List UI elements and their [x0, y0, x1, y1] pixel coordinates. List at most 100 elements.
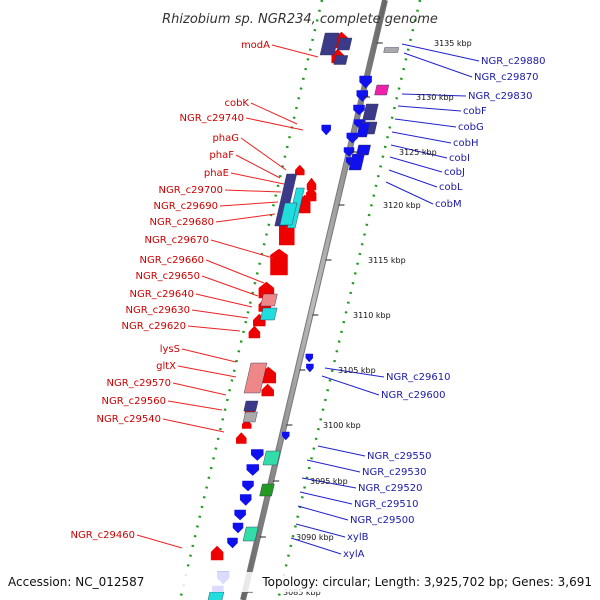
gene-label-right[interactable]: cobH	[453, 138, 478, 149]
gene-label-left[interactable]: modA	[241, 40, 270, 51]
gene-label-right[interactable]: NGR_c29880	[481, 56, 546, 67]
gene-label-left[interactable]: NGR_c29680	[150, 217, 215, 228]
gene-arrow-reverse[interactable]	[282, 431, 290, 441]
label-leader-line	[306, 459, 361, 473]
gene-label-left[interactable]: cobK	[224, 98, 249, 109]
gene-arrow-forward[interactable]	[270, 248, 288, 276]
gene-label-left[interactable]: NGR_c29740	[180, 113, 245, 124]
label-leader-line	[394, 118, 457, 128]
gene-arrow-reverse[interactable]	[346, 132, 359, 144]
label-leader-line	[301, 477, 357, 489]
feature-category-box[interactable]	[243, 400, 259, 412]
gene-label-left[interactable]: NGR_c29690	[154, 201, 219, 212]
gene-arrow-reverse[interactable]	[232, 522, 244, 534]
label-leader-line	[177, 365, 237, 378]
gene-label-right[interactable]: cobF	[463, 106, 487, 117]
gene-arrow-forward[interactable]	[236, 432, 247, 444]
gene-arrow-forward[interactable]	[248, 325, 261, 339]
gene-arrow-reverse[interactable]	[343, 147, 355, 157]
gene-label-left[interactable]: lysS	[160, 344, 180, 355]
gene-arrow-reverse[interactable]	[242, 480, 254, 492]
gene-label-left[interactable]: NGR_c29560	[102, 396, 167, 407]
gene-label-right[interactable]: cobL	[439, 182, 463, 193]
feature-category-box[interactable]	[383, 47, 400, 53]
label-leader-line	[210, 239, 274, 259]
feature-category-box[interactable]	[333, 55, 349, 65]
feature-category-box[interactable]	[207, 591, 225, 600]
label-leader-line	[187, 325, 241, 332]
label-leader-line	[290, 537, 342, 555]
gene-label-right[interactable]: NGR_c29530	[362, 467, 427, 478]
gene-arrow-reverse[interactable]	[321, 124, 331, 136]
feature-category-box[interactable]	[356, 144, 371, 156]
label-leader-line	[195, 293, 253, 308]
gene-label-right[interactable]: cobM	[435, 199, 462, 210]
gene-arrow-forward[interactable]	[210, 545, 224, 561]
gene-label-left[interactable]: gltX	[156, 361, 176, 372]
gene-arrow-reverse[interactable]	[353, 104, 365, 116]
feature-category-box[interactable]	[243, 362, 268, 394]
gene-arrow-reverse[interactable]	[227, 537, 238, 549]
feature-category-box[interactable]	[260, 307, 278, 321]
gene-label-left[interactable]: NGR_c29640	[130, 289, 195, 300]
gene-arrow-forward[interactable]	[295, 164, 305, 176]
feature-category-box[interactable]	[362, 103, 379, 121]
feature-category-box[interactable]	[274, 173, 297, 227]
label-leader-line	[401, 93, 467, 97]
feature-category-box[interactable]	[259, 483, 275, 497]
gene-label-right[interactable]: xylA	[343, 549, 365, 560]
gene-label-left[interactable]: phaF	[209, 150, 234, 161]
gene-label-right[interactable]: NGR_c29510	[354, 499, 419, 510]
gene-arrow-reverse[interactable]	[359, 75, 372, 89]
gene-arrow-forward[interactable]	[261, 383, 274, 397]
feature-category-box[interactable]	[242, 411, 258, 423]
gene-arrow-reverse[interactable]	[305, 353, 314, 363]
gene-label-right[interactable]: NGR_c29600	[381, 390, 446, 401]
gene-arrow-reverse[interactable]	[239, 494, 252, 506]
gene-label-right[interactable]: NGR_c29830	[468, 91, 533, 102]
gene-label-right[interactable]: NGR_c29550	[367, 451, 432, 462]
feature-category-box[interactable]	[356, 122, 371, 138]
gene-label-right[interactable]: cobI	[449, 153, 470, 164]
label-leader-line	[403, 52, 473, 78]
gene-label-left[interactable]: NGR_c29660	[140, 255, 205, 266]
label-leader-line	[240, 137, 287, 171]
feature-category-box[interactable]	[336, 37, 353, 51]
gene-label-left[interactable]: NGR_c29540	[97, 414, 162, 425]
gene-label-left[interactable]: phaE	[204, 168, 229, 179]
feature-category-box[interactable]	[374, 84, 390, 96]
label-leader-line	[219, 201, 279, 207]
gene-label-right[interactable]: NGR_c29610	[386, 372, 451, 383]
feature-category-box[interactable]	[260, 293, 278, 307]
gene-label-left[interactable]: NGR_c29460	[71, 530, 136, 541]
feature-category-box[interactable]	[319, 32, 340, 56]
gene-label-left[interactable]: phaG	[212, 133, 239, 144]
feature-category-box[interactable]	[279, 202, 298, 226]
gene-label-right[interactable]: NGR_c29870	[474, 72, 539, 83]
feature-category-box[interactable]	[348, 153, 365, 171]
gene-label-right[interactable]: NGR_c29500	[350, 515, 415, 526]
gene-arrow-reverse[interactable]	[356, 90, 369, 102]
gene-label-left[interactable]: NGR_c29650	[136, 271, 201, 282]
gene-arrow-reverse[interactable]	[234, 509, 246, 521]
gene-label-left[interactable]: NGR_c29570	[107, 378, 172, 389]
gene-label-right[interactable]: NGR_c29520	[358, 483, 423, 494]
feature-category-box[interactable]	[242, 526, 259, 542]
gene-arrow-reverse[interactable]	[306, 363, 314, 373]
kbp-tick-label: 3130 kbp	[416, 93, 454, 102]
gene-label-right[interactable]: xylB	[347, 532, 369, 543]
feature-category-box[interactable]	[262, 450, 281, 466]
gene-label-right[interactable]: cobJ	[444, 167, 465, 178]
gene-label-right[interactable]: cobG	[458, 122, 484, 133]
gene-label-left[interactable]: NGR_c29620	[122, 321, 187, 332]
label-leader-line	[299, 491, 353, 505]
gene-arrow-reverse[interactable]	[246, 464, 260, 476]
kbp-tick-label: 3105 kbp	[338, 366, 376, 375]
label-leader-line	[201, 275, 259, 297]
gene-arrow-reverse[interactable]	[251, 449, 264, 461]
gene-label-left[interactable]: NGR_c29630	[126, 305, 191, 316]
gene-label-left[interactable]: NGR_c29700	[159, 185, 224, 196]
gene-label-left[interactable]: NGR_c29670	[145, 235, 210, 246]
